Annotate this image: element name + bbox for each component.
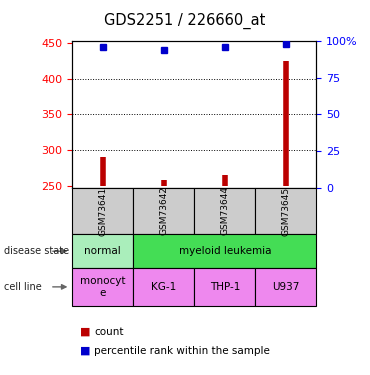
Text: GSM73642: GSM73642: [159, 186, 168, 236]
Text: GSM73641: GSM73641: [98, 186, 107, 236]
Text: cell line: cell line: [4, 282, 41, 292]
Text: monocyt
e: monocyt e: [80, 276, 125, 298]
Text: GDS2251 / 226660_at: GDS2251 / 226660_at: [104, 13, 266, 29]
Text: ■: ■: [80, 346, 90, 355]
Text: disease state: disease state: [4, 246, 69, 256]
Text: ■: ■: [80, 327, 90, 337]
Text: myeloid leukemia: myeloid leukemia: [178, 246, 271, 256]
Text: KG-1: KG-1: [151, 282, 176, 292]
Text: count: count: [94, 327, 124, 337]
Text: U937: U937: [272, 282, 299, 292]
Text: GSM73645: GSM73645: [281, 186, 290, 236]
Text: normal: normal: [84, 246, 121, 256]
Text: GSM73644: GSM73644: [220, 186, 229, 236]
Text: percentile rank within the sample: percentile rank within the sample: [94, 346, 270, 355]
Text: THP-1: THP-1: [209, 282, 240, 292]
